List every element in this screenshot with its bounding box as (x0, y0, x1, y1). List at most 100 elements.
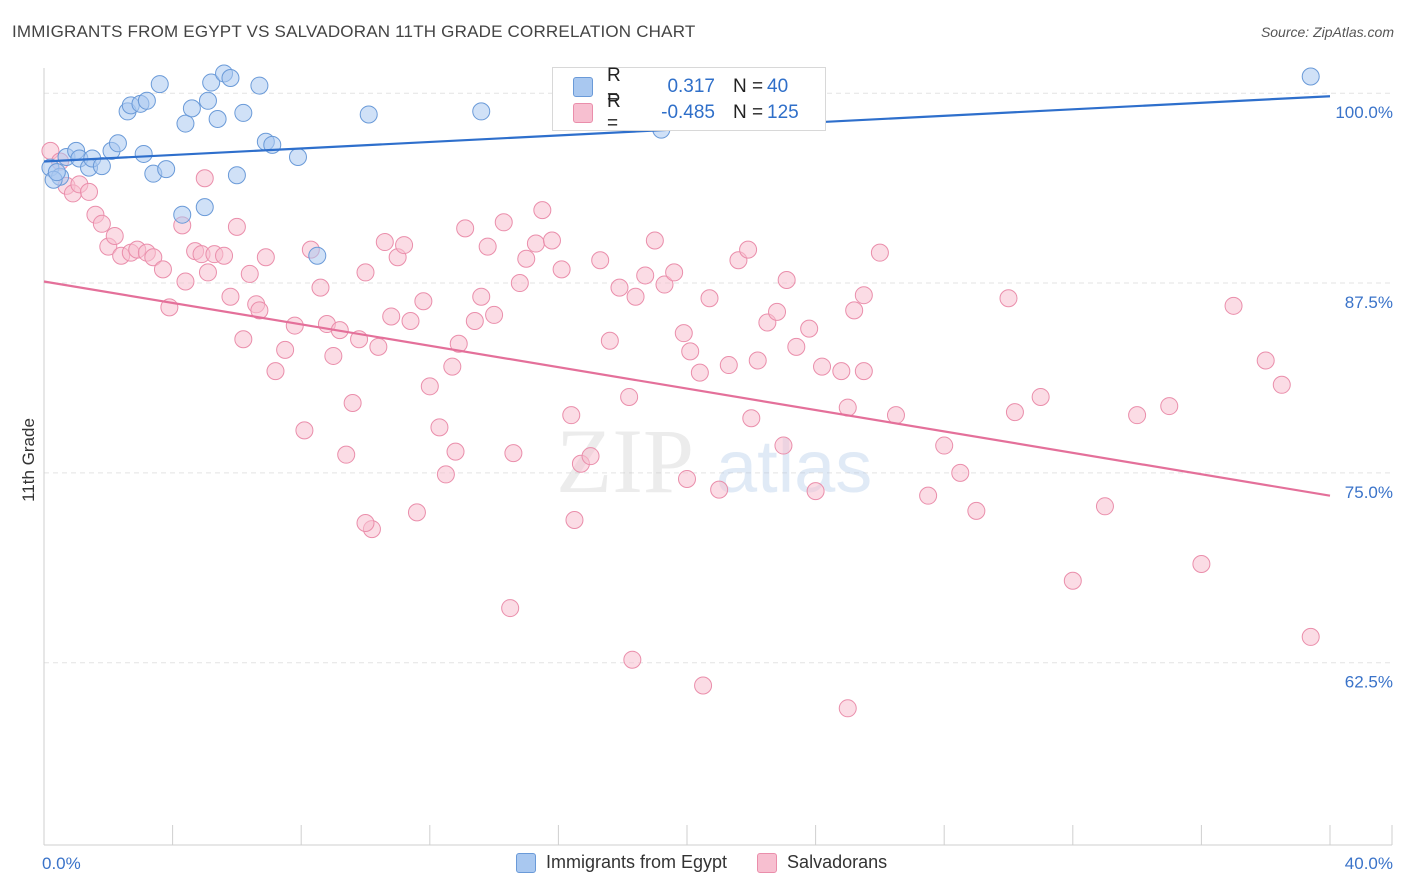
data-points (41, 64, 1320, 718)
salvadoran-point (215, 246, 234, 265)
salvadoran-point (311, 278, 330, 297)
salvadoran-point (626, 287, 645, 306)
legend-item-salvadorans[interactable]: Salvadorans (757, 852, 887, 873)
salvadoran-point (768, 302, 787, 321)
r-value-egypt: 0.317 (667, 76, 715, 97)
salvadoran-point (600, 331, 619, 350)
x-tick-label-max: 40.0% (1345, 854, 1393, 873)
salvadoran-point (678, 469, 696, 488)
salvadoran-point (1063, 571, 1082, 590)
salvadoran-point (777, 271, 796, 290)
salvadoran-point (176, 272, 195, 291)
n-label: N = (733, 102, 764, 123)
salvadoran-point (674, 324, 693, 343)
salvadoran-point (195, 169, 214, 188)
salvadoran-point (420, 377, 439, 396)
legend-label-salvadorans: Salvadorans (787, 852, 888, 872)
correlation-legend: R = 0.317 N = 40 R = -0.485 N = 125 (552, 65, 826, 134)
salvadoran-point (198, 263, 217, 282)
watermark-atlas: atlas (716, 425, 872, 508)
x-tick-label-min: 0.0% (42, 854, 81, 873)
y-tick-label: 75.0% (1345, 483, 1393, 502)
egypt-swatch (573, 77, 593, 97)
salvadoran-point (870, 243, 889, 262)
salvadoran-point (240, 264, 259, 283)
salvadoran-point (443, 357, 462, 376)
salvadoran-point (1160, 397, 1179, 416)
egypt-point (227, 166, 246, 185)
salvadoran-point (449, 334, 468, 353)
axes (43, 68, 1393, 846)
r-value-salvadorans: -0.485 (661, 102, 715, 123)
salvadoran-point (356, 514, 375, 533)
egypt-point (208, 110, 227, 129)
salvadoran-point (919, 486, 938, 505)
salvadoran-point (337, 445, 356, 464)
salvadoran-point (407, 503, 426, 522)
salvadoran-point (620, 387, 639, 406)
salvadoran-point (655, 275, 674, 294)
salvadoran-point (382, 307, 401, 326)
salvadoran-point (369, 337, 388, 356)
salvadoran-point (533, 201, 552, 220)
salvadoran-point (494, 213, 513, 232)
salvadoran-point (1031, 387, 1050, 406)
salvadoran-point (854, 362, 873, 381)
salvadoran-point (485, 305, 504, 324)
legend-item-egypt[interactable]: Immigrants from Egypt (516, 852, 727, 873)
salvadoran-point (401, 312, 420, 331)
salvadoran-point (430, 418, 449, 437)
egypt-point (108, 134, 127, 153)
salvadoran-swatch (573, 103, 593, 123)
salvadoran-point (806, 482, 825, 501)
salvadoran-point (591, 251, 610, 270)
gridlines (44, 92, 1392, 664)
egypt-point (150, 75, 169, 94)
chart-source: Source: ZipAtlas.com (1260, 24, 1394, 40)
salvadoran-point (504, 444, 523, 463)
y-tick-label: 87.5% (1345, 293, 1393, 312)
salvadoran-point (681, 342, 700, 361)
salvadoran-point (221, 287, 240, 306)
egypt-point (308, 246, 327, 265)
salvadoran-point (472, 287, 491, 306)
salvadoran-point (774, 436, 793, 455)
egypt-point (221, 69, 240, 87)
legend-label-egypt: Immigrants from Egypt (546, 852, 728, 872)
salvadoran-point (694, 676, 713, 695)
r-label: R = (607, 65, 621, 108)
egypt-point (137, 91, 156, 110)
egypt-point (1301, 67, 1320, 86)
salvadoran-point (552, 260, 571, 279)
salvadoran-swatch (757, 852, 778, 873)
series-legend: Immigrants from Egypt Salvadorans (516, 852, 917, 873)
salvadoran-point (250, 301, 269, 320)
salvadoran-point (343, 394, 362, 413)
salvadoran-point (1005, 403, 1024, 422)
salvadoran-point (739, 240, 758, 259)
salvadoran-point (446, 442, 465, 461)
salvadoran-point (80, 182, 99, 201)
egypt-point (176, 114, 195, 133)
salvadoran-point (542, 231, 561, 250)
egypt-point (92, 157, 111, 176)
salvadoran-point (456, 219, 475, 238)
salvadoran-point (845, 301, 864, 320)
salvadoran-point (610, 278, 629, 297)
salvadoran-point (665, 263, 684, 282)
egypt-point (47, 163, 66, 182)
y-tick-labels: 62.5% 75.0% 87.5% 100.0% (1335, 103, 1393, 692)
salvadoran-point (787, 337, 806, 356)
egypt-point (198, 91, 217, 110)
egypt-point (250, 76, 269, 95)
egypt-point (195, 198, 214, 217)
egypt-point (288, 147, 307, 166)
salvadoran-point (227, 217, 246, 236)
salvadoran-point (838, 699, 857, 718)
y-tick-label: 62.5% (1345, 673, 1393, 692)
salvadoran-point (256, 248, 275, 267)
salvadoran-point (1272, 375, 1291, 394)
r-label: R = (607, 91, 621, 134)
salvadoran-point (1224, 296, 1243, 315)
